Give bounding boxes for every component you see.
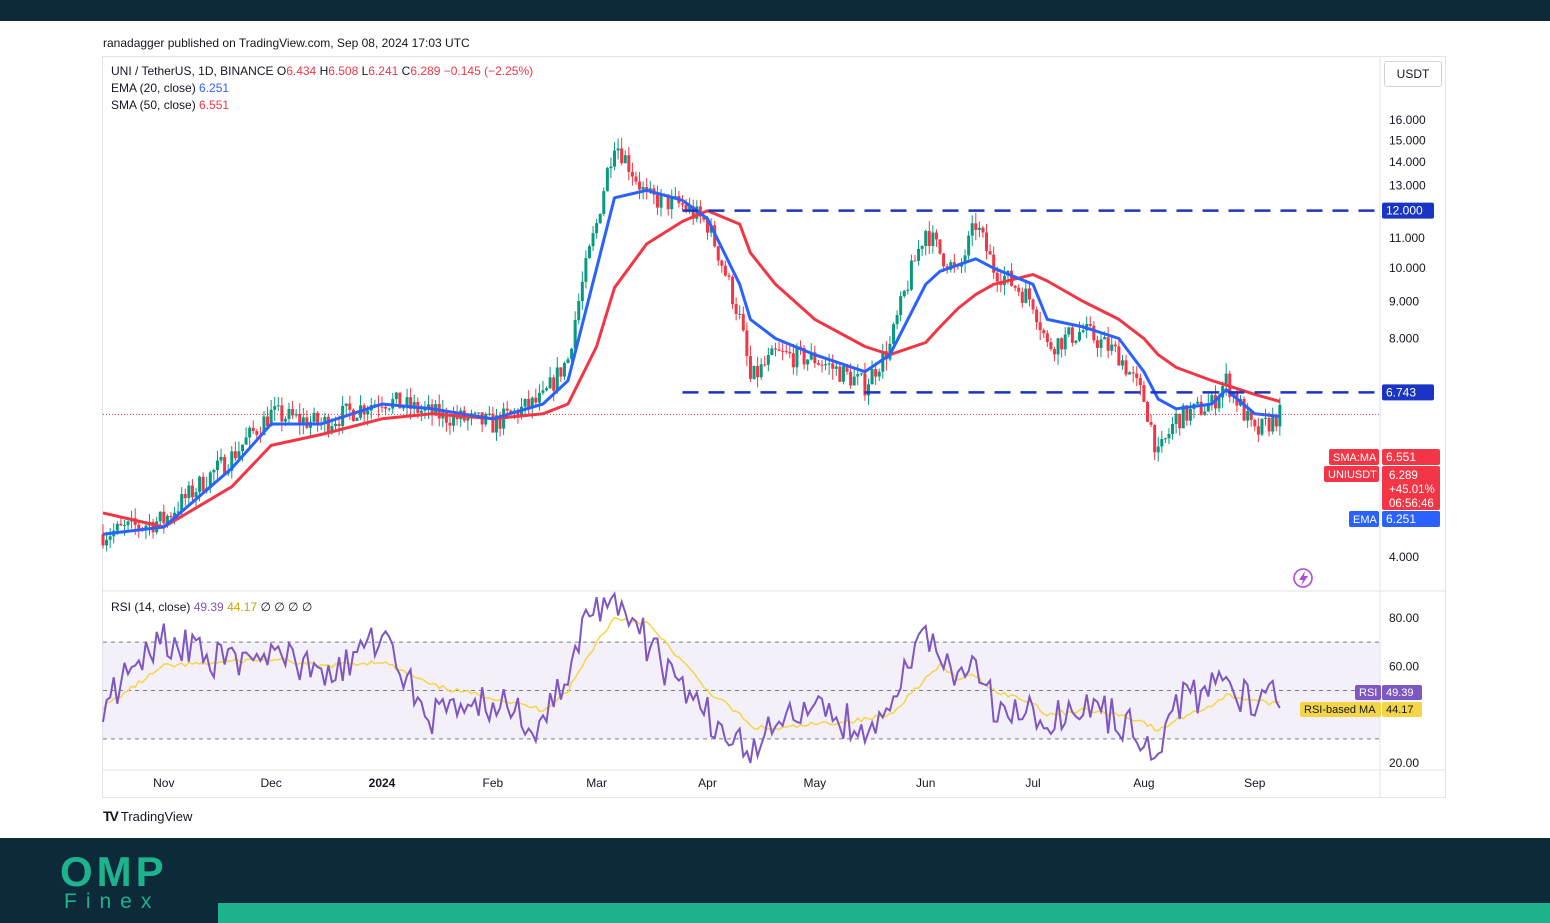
ohlc-close-label: C: [401, 64, 411, 78]
ohlc-change: −0.145 (−2.25%): [443, 64, 534, 78]
rsi-legend-extra: ∅ ∅ ∅ ∅: [260, 600, 313, 614]
symbol-legend[interactable]: UNI / TetherUS, 1D, BINANCE O6.434 H6.50…: [111, 64, 533, 78]
ohlc-close: 6.289: [410, 64, 441, 78]
rsi-legend-label: RSI (14, close): [111, 600, 191, 614]
top-header-bar: [0, 0, 1550, 21]
rsi-ma-legend-value: 44.17: [227, 600, 258, 614]
ohlc-open: 6.434: [286, 64, 317, 78]
footer-stripe: [218, 903, 1550, 923]
rsi-legend-value: 49.39: [193, 600, 224, 614]
brand-footer: [0, 838, 1550, 923]
ohlc-low: 6.241: [368, 64, 399, 78]
ohlc-low-label: L: [361, 64, 369, 78]
tradingview-logo[interactable]: TV TradingView: [103, 808, 192, 824]
sma-legend-label: SMA (50, close): [111, 98, 196, 112]
ohlc-high-label: H: [319, 64, 329, 78]
ema-legend-value: 6.251: [199, 81, 230, 95]
currency-button[interactable]: USDT: [1384, 61, 1442, 87]
chart-frame: [102, 56, 1446, 798]
brand-logo: OMP: [60, 848, 168, 895]
ohlc-open-label: O: [276, 64, 287, 78]
rsi-legend[interactable]: RSI (14, close) 49.39 44.17 ∅ ∅ ∅ ∅: [111, 600, 312, 614]
sma-legend[interactable]: SMA (50, close) 6.551: [111, 98, 229, 112]
tradingview-mark-icon: TV: [103, 808, 119, 824]
symbol-title: UNI / TetherUS, 1D, BINANCE: [111, 64, 274, 78]
brand-sub: Finex: [64, 890, 161, 913]
ema-legend[interactable]: EMA (20, close) 6.251: [111, 81, 229, 95]
sma-legend-value: 6.551: [199, 98, 230, 112]
ema-legend-label: EMA (20, close): [111, 81, 196, 95]
publisher-line: ranadagger published on TradingView.com,…: [103, 36, 470, 50]
tradingview-label: TradingView: [120, 808, 193, 824]
ohlc-high: 6.508: [328, 64, 359, 78]
